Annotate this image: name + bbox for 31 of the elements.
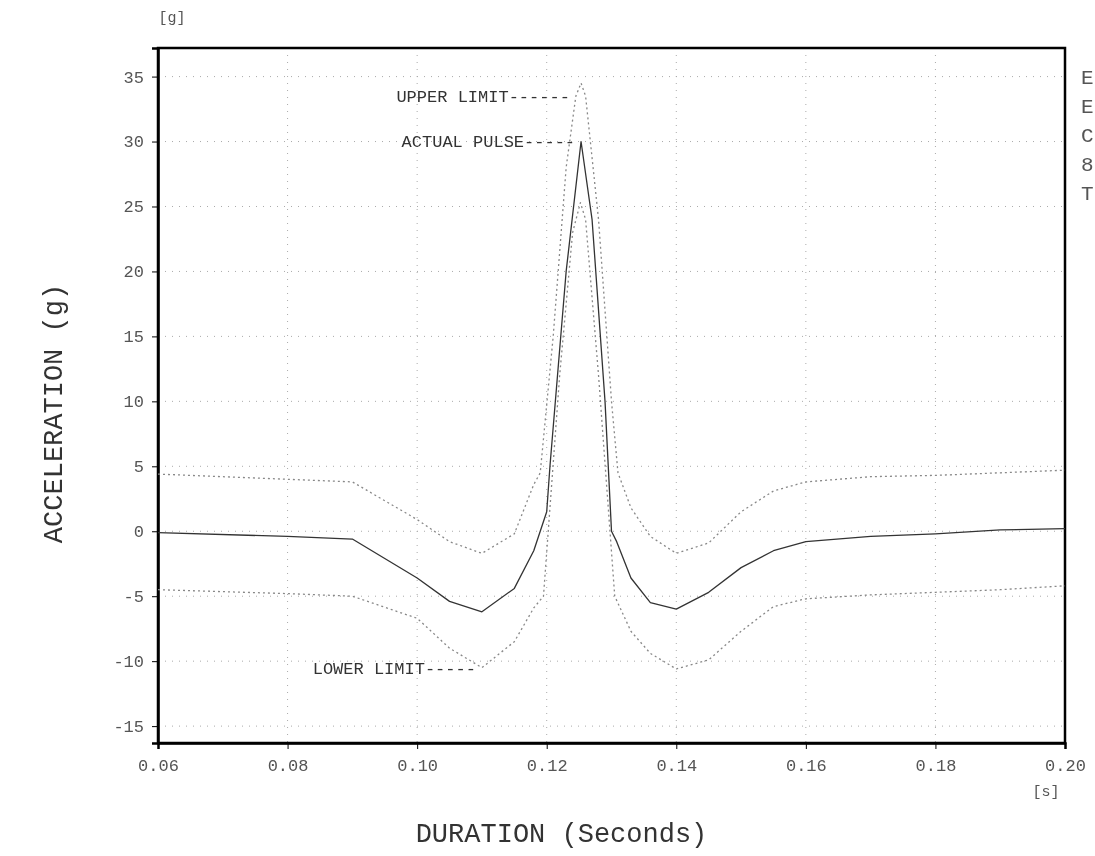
y-tick-label: 10 bbox=[123, 393, 144, 413]
y-tick-label: 20 bbox=[123, 263, 144, 283]
x-tick-label: 0.18 bbox=[915, 757, 957, 777]
y-tick-label: -5 bbox=[123, 588, 144, 608]
y-tick-label: 35 bbox=[123, 68, 144, 88]
x-axis-title: DURATION (Seconds) bbox=[415, 820, 708, 850]
text: [s] bbox=[1032, 784, 1060, 801]
y-tick-label: 0 bbox=[133, 523, 144, 543]
y-tick-label: -10 bbox=[113, 653, 144, 673]
y-tick-label: 30 bbox=[123, 133, 144, 153]
text: C bbox=[1081, 125, 1094, 148]
y-tick-label: -15 bbox=[113, 718, 144, 738]
y-tick-label: 25 bbox=[123, 198, 144, 218]
x-tick-label: 0.16 bbox=[785, 757, 827, 777]
x-tick-label: 0.06 bbox=[138, 757, 179, 777]
x-tick-label: 0.08 bbox=[267, 757, 309, 777]
x-tick-label: 0.20 bbox=[1045, 757, 1086, 777]
text: [g] bbox=[158, 10, 186, 27]
annotation: ACTUAL PULSE----- bbox=[401, 133, 576, 153]
text: E bbox=[1081, 96, 1094, 119]
y-axis-title: ACCELERATION (g) bbox=[40, 283, 70, 544]
text: T bbox=[1081, 183, 1094, 206]
x-tick-label: 0.14 bbox=[656, 757, 698, 777]
annotation: UPPER LIMIT------ bbox=[396, 88, 570, 108]
y-tick-label: 15 bbox=[123, 328, 144, 348]
y-tick-label: 5 bbox=[133, 458, 144, 478]
text: E bbox=[1081, 67, 1094, 90]
annotation: LOWER LIMIT----- bbox=[312, 659, 476, 679]
x-tick-label: 0.12 bbox=[526, 757, 568, 777]
text: 8 bbox=[1081, 154, 1094, 177]
x-tick-label: 0.10 bbox=[397, 757, 439, 777]
